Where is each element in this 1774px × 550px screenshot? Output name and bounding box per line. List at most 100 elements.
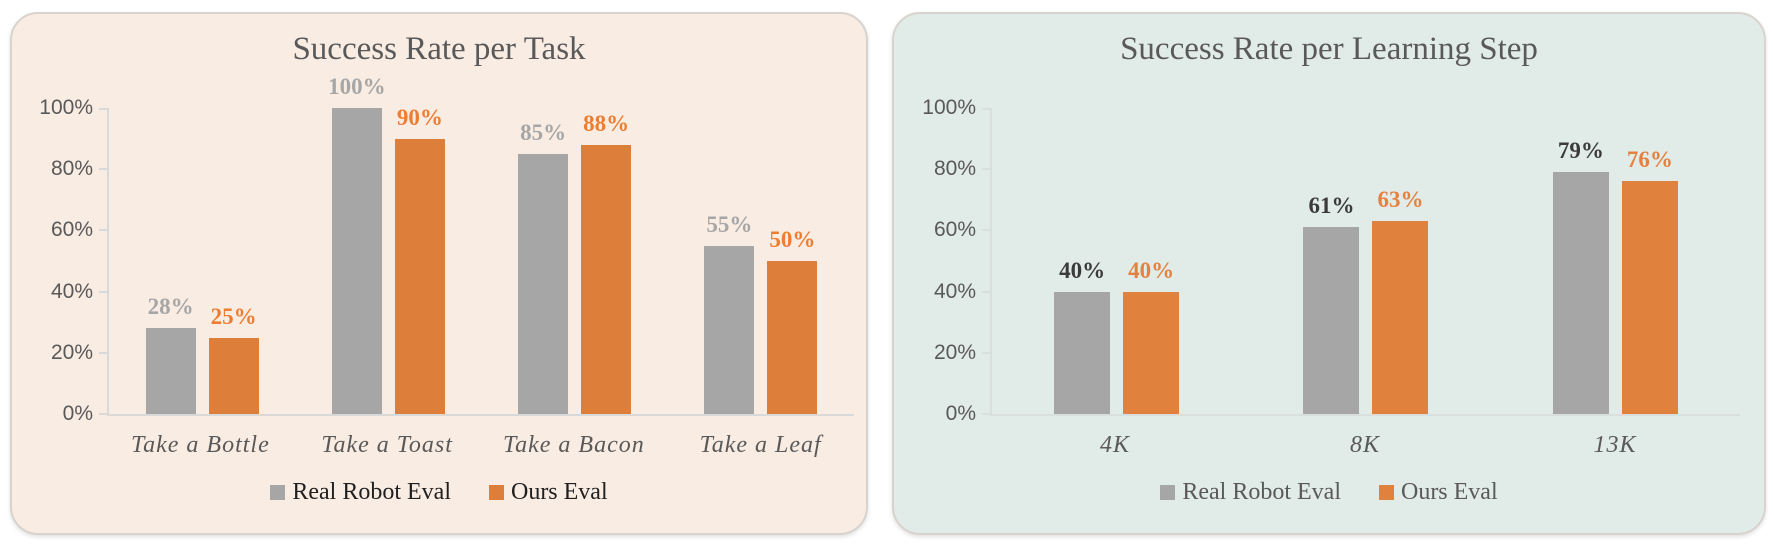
bar: [145, 328, 196, 414]
y-axis-tick-mark: [982, 290, 990, 293]
bar-wrap: 28%: [145, 294, 196, 414]
bar-wrap: 79%: [1552, 138, 1609, 414]
bars-region: 28% 25% 100% 90% 85% 88% 55% 50%: [109, 74, 854, 414]
bar-wrap: 88%: [581, 111, 632, 414]
bar: [1552, 172, 1609, 414]
y-axis-tick-label: 40%: [933, 279, 976, 303]
y-axis-tick-mark: [99, 108, 107, 110]
legend-swatch: [488, 485, 504, 500]
bar: [581, 144, 632, 414]
y-axis-tick-label: 100%: [39, 96, 93, 119]
bar: [208, 337, 259, 414]
bar: [394, 138, 445, 414]
bars-region: 40% 40% 61% 63% 79% 76%: [992, 108, 1740, 414]
bar: [1054, 291, 1111, 414]
x-axis-category-label: 8K: [1349, 432, 1380, 458]
chart-title: Success Rate per Task: [292, 31, 586, 67]
bar-value-label: 90%: [396, 104, 443, 130]
y-axis-tick-mark: [982, 229, 990, 232]
legend-item: Real Robot Eval: [270, 479, 451, 506]
bar: [1372, 221, 1429, 414]
legend-label: Real Robot Eval: [1182, 479, 1341, 505]
y-axis-tick-mark: [982, 413, 990, 415]
y-axis-tick-label: 80%: [50, 157, 93, 181]
y-axis-tick-label: 60%: [933, 218, 976, 242]
bar-wrap: 40%: [1054, 258, 1111, 414]
chart-area: 40% 40% 61% 63% 79% 76% 0% 20% 40% 60% 80% 100%: [922, 96, 1740, 425]
bar-value-label: 76%: [1626, 147, 1673, 173]
legend-swatch: [270, 485, 286, 500]
chart-title: Success Rate per Learning Step: [1120, 31, 1538, 67]
bar-group: 40% 40%: [992, 108, 1241, 414]
bar-wrap: 25%: [208, 304, 259, 414]
bar-group: 61% 63%: [1241, 108, 1490, 414]
legend: Real Robot Eval Ours Eval: [12, 479, 866, 506]
y-axis-tick-mark: [982, 108, 990, 110]
bar: [1123, 291, 1180, 414]
bar: [704, 245, 755, 414]
bar-wrap: 76%: [1621, 147, 1678, 414]
y-axis-tick-label: 60%: [50, 218, 93, 242]
legend-swatch: [1160, 485, 1176, 500]
bar: [518, 153, 569, 414]
bar-value-label: 40%: [1059, 257, 1106, 283]
y-axis-tick-label: 20%: [933, 340, 976, 364]
bar-wrap: 55%: [704, 212, 755, 414]
y-axis-tick-label: 20%: [50, 340, 93, 364]
bar-value-label: 63%: [1377, 187, 1424, 213]
legend-label: Ours Eval: [510, 479, 608, 505]
chart-area: 28% 25% 100% 90% 85% 88% 55% 50% 0% 20% 40% 60% 80%…: [39, 74, 854, 425]
bar-group: 28% 25%: [109, 108, 295, 414]
bar-value-label: 55%: [706, 211, 753, 237]
bar: [767, 261, 818, 414]
x-axis-labels: Take a Bottle Take a Toast Take a Bacon Tak…: [107, 432, 854, 459]
bar-value-label: 100%: [328, 74, 386, 99]
bar-value-label: 88%: [583, 110, 630, 136]
bar: [331, 108, 382, 414]
legend-label: Ours Eval: [1400, 479, 1498, 505]
legend: Real Robot Eval Ours Eval: [894, 479, 1764, 506]
legend-item: Ours Eval: [488, 479, 608, 506]
legend-item: Real Robot Eval: [1160, 479, 1341, 506]
y-axis-tick-mark: [99, 229, 107, 232]
bar-group: 55% 50%: [668, 108, 854, 414]
y-axis-tick-mark: [982, 168, 990, 171]
x-axis-category-label: Take a Leaf: [699, 432, 822, 458]
y-axis-tick-mark: [982, 351, 990, 354]
y-axis-tick-mark: [99, 168, 107, 171]
y-axis-tick-mark: [99, 413, 107, 415]
bar-value-label: 40%: [1128, 257, 1175, 283]
bar-value-label: 85%: [520, 119, 567, 145]
y-axis-tick-label: 0%: [945, 402, 976, 425]
learning-step-chart-panel: Success Rate per Learning Step 40% 40% 61%…: [892, 12, 1766, 535]
legend-item: Ours Eval: [1378, 479, 1498, 506]
legend-swatch: [1378, 485, 1394, 500]
bar-value-label: 61%: [1308, 193, 1355, 219]
bar-wrap: 100%: [328, 74, 386, 414]
bar-wrap: 50%: [767, 227, 818, 414]
bar-wrap: 90%: [394, 105, 445, 414]
bar-group: 85% 88%: [482, 108, 668, 414]
y-axis-tick-mark: [99, 290, 107, 293]
task-chart-panel: Success Rate per Task 28% 25% 100% 90% 85% 88…: [10, 12, 868, 535]
bar-group: 100% 90%: [295, 74, 481, 414]
x-axis-category-label: Take a Bacon: [502, 432, 645, 458]
bar: [1303, 227, 1360, 414]
y-axis-tick-mark: [99, 351, 107, 354]
bar-value-label: 79%: [1557, 138, 1604, 164]
x-axis-category-label: Take a Toast: [321, 432, 453, 458]
x-axis-category-label: Take a Bottle: [130, 432, 270, 458]
bar: [1621, 181, 1678, 414]
legend-label: Real Robot Eval: [292, 479, 451, 505]
bar-value-label: 28%: [147, 294, 194, 320]
bar-wrap: 63%: [1372, 187, 1429, 414]
y-axis-tick-label: 80%: [933, 157, 976, 181]
bar-wrap: 40%: [1123, 258, 1180, 414]
y-axis-tick-label: 40%: [50, 279, 93, 303]
x-axis-labels: 4K 8K 13K: [990, 432, 1740, 459]
bar-wrap: 85%: [518, 120, 569, 414]
x-axis-category-label: 13K: [1593, 432, 1637, 458]
charts-row: Success Rate per Task 28% 25% 100% 90% 85% 88…: [10, 12, 1766, 535]
bar-value-label: 50%: [769, 227, 816, 252]
y-axis-tick-label: 0%: [62, 402, 93, 425]
